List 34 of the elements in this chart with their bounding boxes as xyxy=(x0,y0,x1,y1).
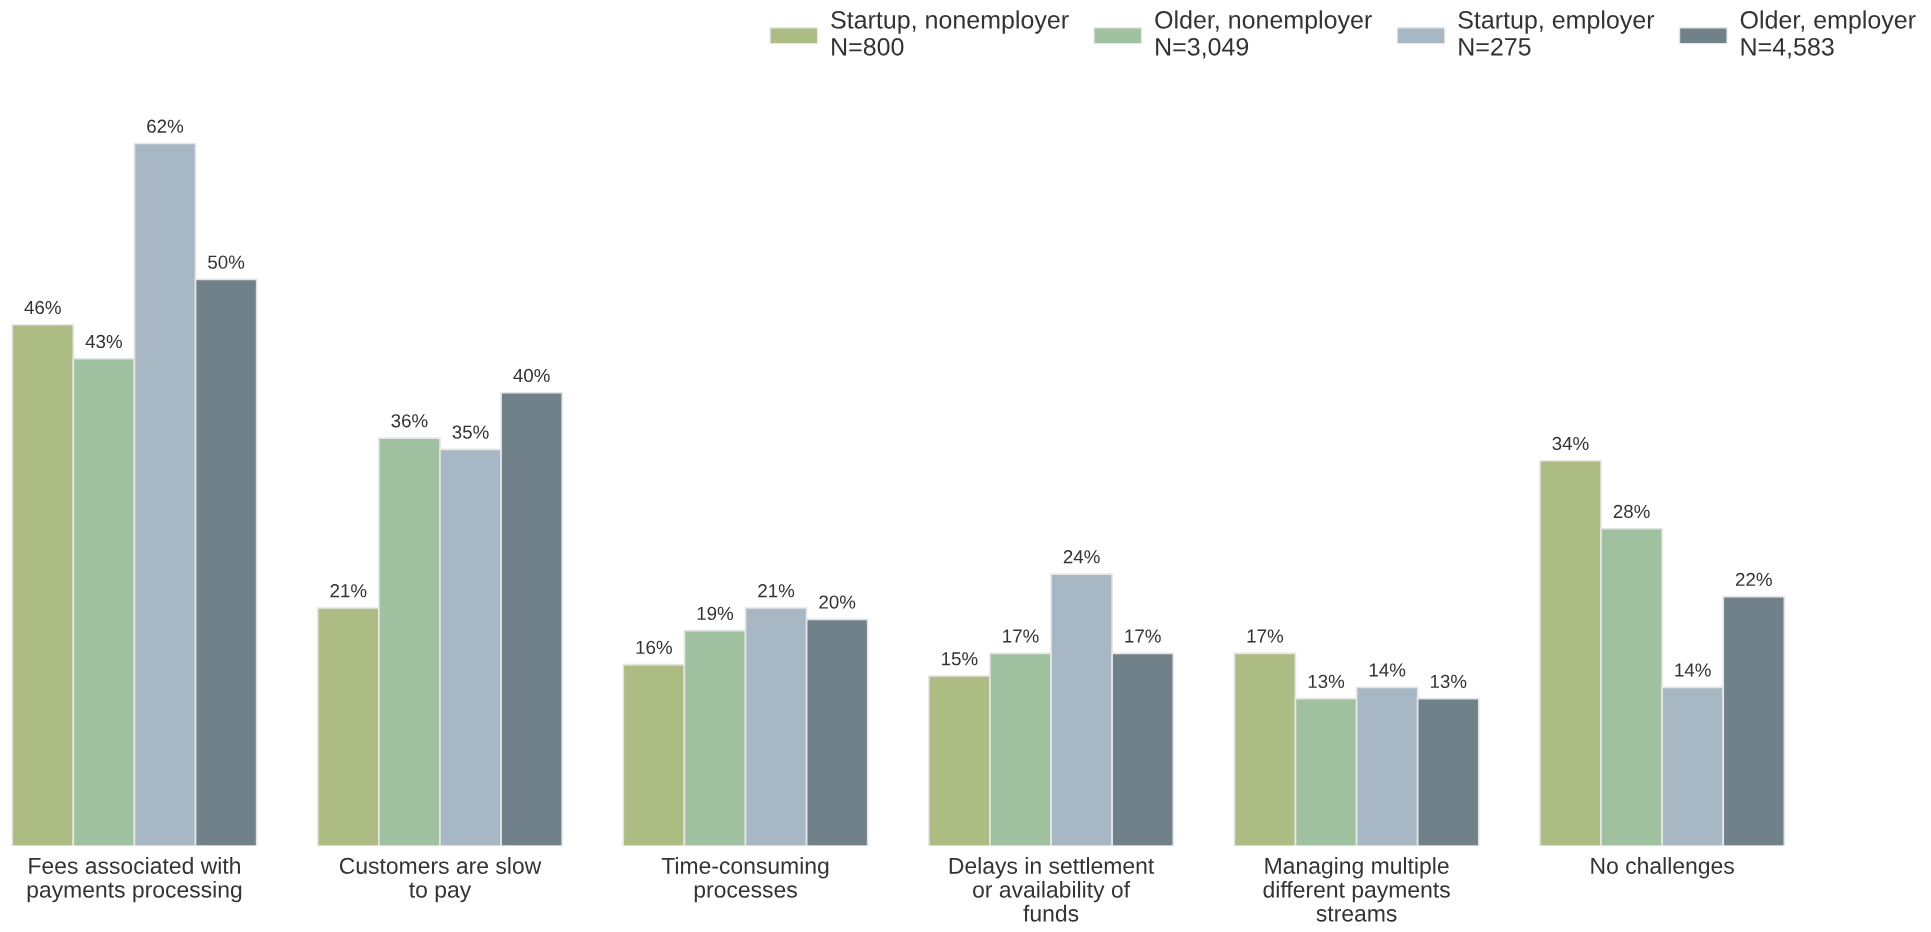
x-tick-label: Managing multiple different payments streams xyxy=(1263,857,1450,922)
legend-label: Older, nonemployer N=3,049 xyxy=(1155,10,1372,59)
x-tick-label: Fees associated with payments processing xyxy=(27,857,242,903)
data-label: 22% xyxy=(1735,572,1772,586)
data-label: 21% xyxy=(330,584,367,598)
data-label: 43% xyxy=(85,334,122,349)
data-label: 17% xyxy=(1247,629,1284,643)
legend-label: Startup, nonemployer N=800 xyxy=(831,10,1069,56)
x-tick-label: No challenges xyxy=(1591,857,1734,879)
data-label: 19% xyxy=(697,606,734,621)
data-label: 50% xyxy=(208,255,245,269)
data-label: 15% xyxy=(942,652,978,666)
data-label: 35% xyxy=(452,425,489,439)
data-label: 13% xyxy=(1308,674,1345,689)
data-label: 14% xyxy=(1675,663,1711,677)
data-label: 16% xyxy=(636,640,672,655)
data-label: 17% xyxy=(1003,629,1039,643)
data-label: 17% xyxy=(1125,629,1161,643)
data-label: 28% xyxy=(1613,504,1650,519)
data-label: 36% xyxy=(391,414,428,428)
data-label: 13% xyxy=(1430,674,1467,689)
data-label: 20% xyxy=(819,595,856,609)
data-label: 21% xyxy=(758,584,795,598)
x-tick-label: Time-consuming processes xyxy=(661,857,829,903)
data-label: 14% xyxy=(1369,663,1406,677)
data-label: 24% xyxy=(1063,550,1100,564)
legend-label: Startup, employer N=275 xyxy=(1458,10,1655,56)
data-label: 40% xyxy=(513,368,550,383)
data-label: 46% xyxy=(24,300,61,315)
data-label: 62% xyxy=(147,119,184,133)
x-tick-label: Customers are slow to pay xyxy=(339,857,542,903)
data-label: 34% xyxy=(1552,436,1589,451)
x-tick-label: Delays in settlement or availability of funds xyxy=(949,857,1155,922)
legend-label: Older, employer N=4,583 xyxy=(1740,10,1916,59)
